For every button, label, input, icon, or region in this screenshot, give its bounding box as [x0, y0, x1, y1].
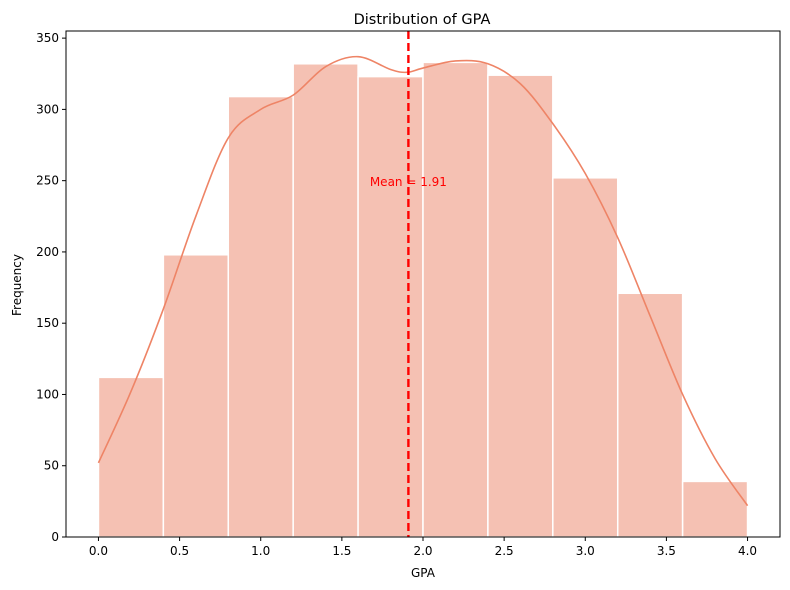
histogram-bar-1 [162, 254, 230, 538]
y-tick-label: 350 [36, 31, 59, 45]
kde-curve [97, 55, 749, 507]
x-axis-label: GPA [411, 566, 436, 580]
histogram-bars [97, 61, 749, 538]
mean-annotation: Mean = 1.91 [370, 175, 447, 189]
y-tick-label: 0 [51, 530, 59, 544]
x-tick-label: 1.0 [251, 544, 270, 558]
y-tick-label: 150 [36, 316, 59, 330]
histogram-bar-7 [552, 177, 619, 538]
x-tick-label: 0.5 [170, 544, 189, 558]
y-tick-label: 300 [36, 102, 59, 116]
x-tick-label: 4.0 [738, 544, 757, 558]
histogram-bar-0 [97, 376, 165, 538]
y-tick-label: 100 [36, 387, 59, 401]
y-axis-ticks: 0 50 100 150 200 250 300 350 [36, 31, 66, 544]
histogram-bar-8 [616, 292, 684, 538]
x-tick-label: 3.0 [576, 544, 595, 558]
histogram-bar-5 [422, 61, 489, 538]
y-axis-label: Frequency [10, 254, 24, 316]
y-tick-label: 200 [36, 245, 59, 259]
x-tick-label: 2.0 [413, 544, 432, 558]
x-tick-label: 3.5 [657, 544, 676, 558]
x-tick-label: 2.5 [495, 544, 514, 558]
x-tick-label: 0.0 [89, 544, 108, 558]
y-tick-label: 250 [36, 174, 59, 188]
x-axis-ticks: 0.0 0.5 1.0 1.5 2.0 2.5 3.0 3.5 4.0 [89, 537, 757, 558]
x-tick-label: 1.5 [332, 544, 351, 558]
histogram-bar-6 [487, 74, 554, 538]
histogram-bar-4 [357, 75, 424, 538]
histogram-bar-9 [681, 480, 749, 538]
chart-title: Distribution of GPA [354, 12, 491, 28]
y-tick-label: 50 [44, 459, 59, 473]
histogram-bar-3 [292, 63, 359, 538]
histogram-bar-2 [227, 95, 294, 538]
